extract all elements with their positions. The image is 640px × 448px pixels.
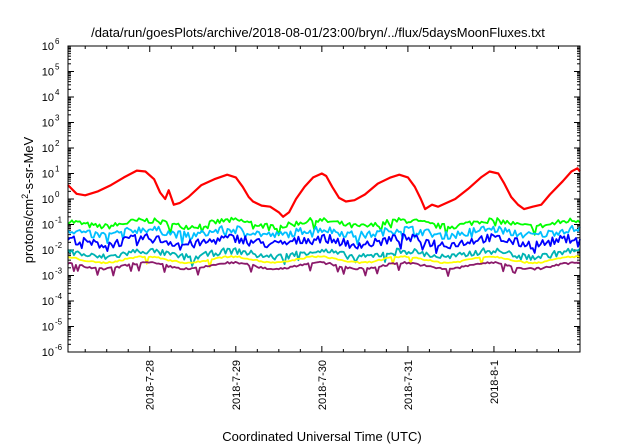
x-tick-label: 2018-8-1 xyxy=(489,360,501,404)
y-tick-label: 10 xyxy=(42,347,54,359)
y-tick-exponent: 0 xyxy=(55,190,60,199)
y-tick-label: 10 xyxy=(42,245,54,257)
series-line-6 xyxy=(67,260,581,277)
series-line-4 xyxy=(67,247,581,267)
x-tick-label: 2018-7-28 xyxy=(145,360,157,410)
y-tick-exponent: 3 xyxy=(55,114,60,123)
y-tick-label: 10 xyxy=(42,194,54,206)
y-tick-exponent: -4 xyxy=(55,292,63,301)
y-tick-label: 10 xyxy=(42,271,54,283)
series-line-3 xyxy=(67,233,581,254)
y-tick-exponent: 2 xyxy=(55,139,60,148)
series-line-5 xyxy=(67,255,581,268)
y-axis-label: protons/cm2-s-sr-MeV xyxy=(20,136,36,263)
series-line-0 xyxy=(67,167,581,218)
y-tick-label: 10 xyxy=(42,118,54,130)
y-tick-label: 10 xyxy=(42,322,54,334)
y-tick-exponent: -3 xyxy=(55,267,63,276)
y-tick-label: 10 xyxy=(42,143,54,155)
y-tick-label: 10 xyxy=(42,220,54,232)
plot-frame xyxy=(67,45,581,353)
series-line-2 xyxy=(67,224,581,245)
y-tick-label: 10 xyxy=(42,296,54,308)
chart-title: /data/run/goesPlots/archive/2018-08-01/2… xyxy=(91,25,545,40)
y-tick-exponent: 4 xyxy=(55,88,60,97)
series-line-1 xyxy=(67,216,581,237)
y-tick-label: 10 xyxy=(42,41,54,53)
y-tick-label: 10 xyxy=(42,92,54,104)
y-tick-exponent: -2 xyxy=(55,241,63,250)
y-tick-exponent: -6 xyxy=(55,343,63,352)
y-tick-exponent: -1 xyxy=(55,216,63,225)
x-tick-label: 2018-7-31 xyxy=(403,360,415,410)
y-tick-label: 10 xyxy=(42,169,54,181)
x-axis-label: Coordinated Universal Time (UTC) xyxy=(222,429,421,444)
y-tick-exponent: 6 xyxy=(55,37,60,46)
y-tick-exponent: 5 xyxy=(55,63,60,72)
y-tick-exponent: -5 xyxy=(55,318,63,327)
y-tick-label: 10 xyxy=(42,67,54,79)
y-tick-exponent: 1 xyxy=(55,165,60,174)
x-tick-label: 2018-7-30 xyxy=(317,360,329,410)
x-tick-label: 2018-7-29 xyxy=(231,360,243,410)
